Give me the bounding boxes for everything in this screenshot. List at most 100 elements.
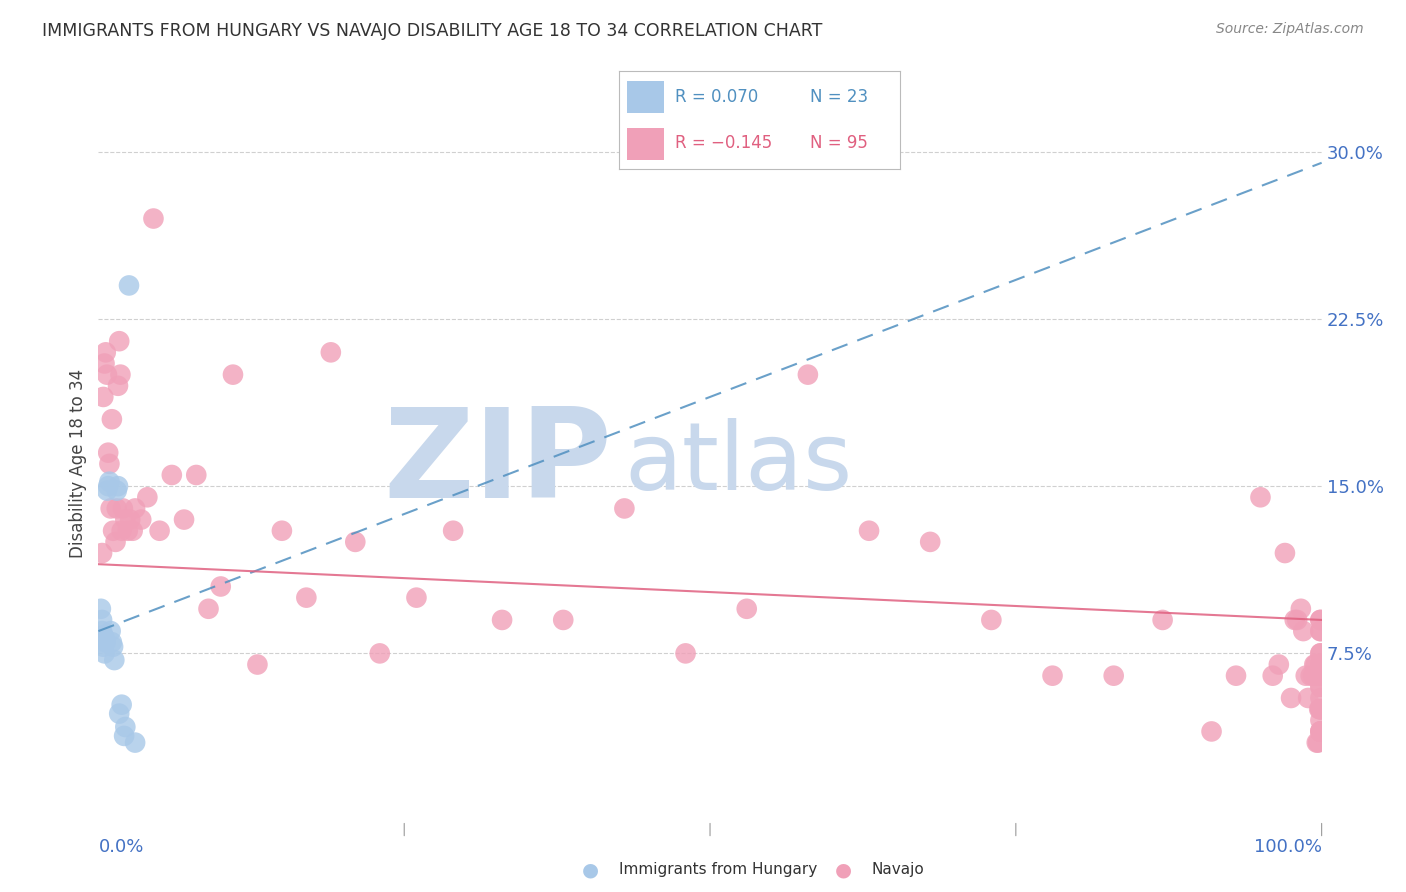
Point <box>1309 624 1331 639</box>
Point <box>1102 669 1125 683</box>
Point <box>1296 690 1319 705</box>
Point <box>368 646 391 660</box>
Point <box>173 512 195 526</box>
Text: R = −0.145: R = −0.145 <box>675 135 772 153</box>
Point <box>107 378 129 392</box>
Bar <box>627 81 664 112</box>
Point <box>735 602 758 616</box>
Text: atlas: atlas <box>624 417 852 510</box>
Point <box>1268 657 1291 672</box>
Point <box>1309 657 1331 672</box>
Point <box>104 534 127 549</box>
Point <box>1309 669 1331 683</box>
Point <box>124 735 146 749</box>
Point <box>1309 724 1331 739</box>
Text: ZIP: ZIP <box>384 403 612 524</box>
Point <box>1309 646 1331 660</box>
Point <box>197 602 219 616</box>
Text: IMMIGRANTS FROM HUNGARY VS NAVAJO DISABILITY AGE 18 TO 34 CORRELATION CHART: IMMIGRANTS FROM HUNGARY VS NAVAJO DISABI… <box>42 22 823 40</box>
Point <box>1309 680 1331 694</box>
Point <box>142 211 165 226</box>
Point <box>1289 602 1312 616</box>
Point <box>1309 690 1331 705</box>
Text: Source: ZipAtlas.com: Source: ZipAtlas.com <box>1216 22 1364 37</box>
Point <box>121 524 143 538</box>
Point <box>1279 690 1302 705</box>
Point <box>90 602 112 616</box>
Text: ●: ● <box>582 860 599 880</box>
Point <box>105 483 128 498</box>
Point <box>222 368 245 382</box>
Point <box>110 368 132 382</box>
Point <box>1309 613 1331 627</box>
Point <box>1042 669 1064 683</box>
Point <box>858 524 880 538</box>
Point <box>112 729 135 743</box>
Point <box>111 698 134 712</box>
Point <box>1305 657 1327 672</box>
Point <box>1286 613 1309 627</box>
Point <box>1295 669 1317 683</box>
Point <box>1249 491 1271 505</box>
Text: N = 95: N = 95 <box>810 135 868 153</box>
Point <box>93 356 115 371</box>
Point <box>136 491 159 505</box>
Point <box>1309 669 1331 683</box>
Point <box>91 640 114 654</box>
Point <box>1309 702 1331 716</box>
Point <box>120 512 142 526</box>
Point <box>1299 669 1322 683</box>
Text: N = 23: N = 23 <box>810 88 868 106</box>
Point <box>103 653 125 667</box>
Point <box>111 501 134 516</box>
Point <box>91 546 114 560</box>
Point <box>441 524 464 538</box>
Point <box>111 524 134 538</box>
Point <box>209 580 232 594</box>
Point <box>108 334 131 349</box>
Point <box>319 345 342 359</box>
Point <box>613 501 636 516</box>
Point <box>149 524 172 538</box>
Point <box>1309 646 1331 660</box>
Point <box>491 613 513 627</box>
Point <box>97 479 120 493</box>
Point <box>124 501 146 516</box>
Point <box>98 475 121 489</box>
Point <box>405 591 427 605</box>
Point <box>186 467 208 482</box>
Point <box>344 534 367 549</box>
Text: Navajo: Navajo <box>872 863 925 877</box>
Point <box>91 390 114 404</box>
Point <box>553 613 575 627</box>
Point <box>93 646 115 660</box>
Bar <box>627 128 664 160</box>
Point <box>100 624 122 639</box>
Point <box>108 706 131 721</box>
Text: 0.0%: 0.0% <box>98 838 143 856</box>
Point <box>1274 546 1296 560</box>
Point <box>117 524 139 538</box>
Point <box>1308 669 1330 683</box>
Point <box>101 635 124 649</box>
Text: 100.0%: 100.0% <box>1254 838 1322 856</box>
Point <box>1284 613 1306 627</box>
Point <box>920 534 942 549</box>
Point <box>160 467 183 482</box>
Point <box>96 483 118 498</box>
Point <box>1309 702 1331 716</box>
Point <box>1309 624 1331 639</box>
Point <box>98 457 121 471</box>
Point <box>1309 680 1331 694</box>
Point <box>1309 724 1331 739</box>
Point <box>675 646 697 660</box>
Point <box>114 512 136 526</box>
Point <box>1302 669 1324 683</box>
Point <box>1201 724 1223 739</box>
Point <box>94 345 117 359</box>
Point <box>114 720 136 734</box>
Point <box>1306 669 1329 683</box>
Point <box>107 479 129 493</box>
Text: ●: ● <box>835 860 852 880</box>
Point <box>96 368 118 382</box>
